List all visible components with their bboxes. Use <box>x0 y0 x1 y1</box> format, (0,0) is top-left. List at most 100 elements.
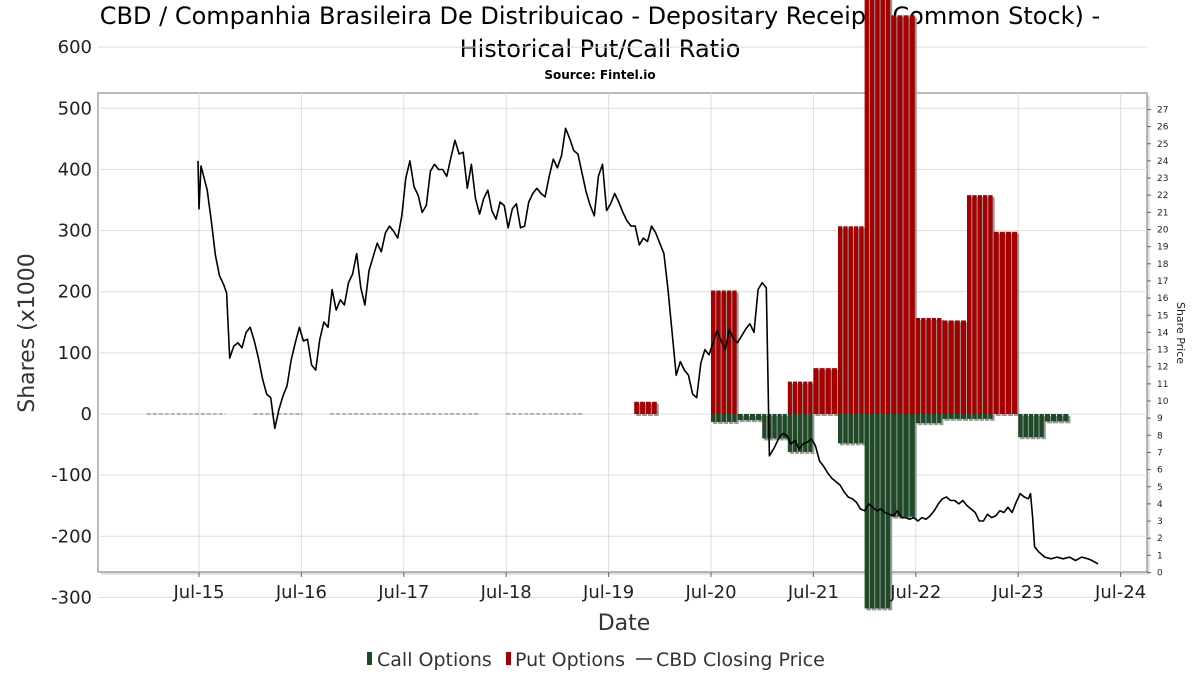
call-bar <box>782 414 787 439</box>
call-bar <box>977 414 982 419</box>
call-bar <box>903 414 909 517</box>
call-bar <box>897 414 903 517</box>
x-tick-label: Jul-23 <box>992 582 1044 603</box>
call-bar <box>743 414 749 421</box>
call-bar <box>960 414 966 419</box>
y2-tick-label: 3 <box>1157 517 1163 527</box>
put-bar <box>634 401 640 414</box>
put-bar <box>960 320 966 414</box>
call-bar <box>909 414 915 517</box>
x-tick-label: Jul-19 <box>582 582 634 603</box>
y-tick-label: -200 <box>51 526 92 547</box>
put-bar <box>942 320 948 414</box>
put-bar <box>967 195 972 414</box>
call-bar <box>737 414 743 421</box>
y2-tick-label: 0 <box>1157 569 1163 579</box>
call-bar <box>1057 414 1063 422</box>
call-bar <box>1039 414 1044 438</box>
y-tick-label: -300 <box>51 587 92 608</box>
put-bar <box>880 0 885 414</box>
put-bar <box>921 318 926 414</box>
put-bar <box>937 318 942 414</box>
legend-call-label: Call Options <box>377 649 492 671</box>
put-bar <box>837 226 843 414</box>
put-bar <box>798 381 803 414</box>
put-bar <box>931 318 937 414</box>
y2-tick-label: 10 <box>1157 397 1169 407</box>
y2-tick-label: 4 <box>1157 500 1163 510</box>
y2-tick-label: 12 <box>1157 363 1168 373</box>
call-bar <box>982 414 988 419</box>
y2-tick-label: 16 <box>1157 294 1169 304</box>
call-bar <box>711 414 716 422</box>
put-bar <box>803 381 808 414</box>
call-bar <box>915 414 921 424</box>
y2-tick-label: 13 <box>1157 346 1168 356</box>
call-bar <box>798 414 803 452</box>
call-bar <box>1063 414 1069 422</box>
call-bar <box>772 414 777 439</box>
y-axis-label: Shares (x1000 <box>15 253 40 413</box>
y2-tick-label: 19 <box>1157 243 1169 253</box>
call-bar <box>726 414 732 422</box>
y2-tick-label: 26 <box>1157 123 1169 133</box>
y-tick-label: 300 <box>58 221 92 242</box>
call-bar <box>885 414 891 609</box>
call-bar <box>931 414 937 424</box>
put-bar <box>640 401 645 414</box>
call-bar <box>803 414 808 452</box>
put-bar <box>926 318 931 414</box>
call-bar <box>732 414 737 422</box>
call-bar <box>1044 414 1050 422</box>
put-bar <box>999 231 1005 414</box>
put-bar <box>645 401 651 414</box>
call-bar <box>967 414 972 419</box>
call-bar <box>926 414 931 424</box>
y-tick-label: -100 <box>51 465 92 486</box>
chart-subtitle: Source: Fintel.io <box>544 68 655 82</box>
price-line-layer <box>197 127 1099 565</box>
put-bar <box>903 15 909 414</box>
y2-tick-label: 27 <box>1157 105 1168 115</box>
put-bar <box>909 15 915 414</box>
call-bar <box>749 414 756 421</box>
y2-tick-label: 25 <box>1157 140 1168 150</box>
put-bar <box>977 195 982 414</box>
y2-tick-label: 17 <box>1157 277 1168 287</box>
y-tick-label: 200 <box>58 282 92 303</box>
put-bar <box>825 368 831 414</box>
put-bar <box>982 195 988 414</box>
put-bar <box>651 401 657 414</box>
y2-tick-label: 24 <box>1157 157 1169 167</box>
y2-tick-label: 20 <box>1157 226 1169 236</box>
y2-tick-label: 14 <box>1157 328 1169 338</box>
call-bar <box>1028 414 1034 438</box>
x-tick-label: Jul-18 <box>480 582 532 603</box>
y2-tick-label: 1 <box>1157 551 1163 561</box>
call-bar <box>792 414 798 452</box>
call-bar <box>837 414 843 444</box>
x-tick-label: Jul-22 <box>889 582 941 603</box>
put-bar <box>711 290 716 414</box>
put-bar <box>1012 231 1018 414</box>
legend: Call Options Put Options CBD Closing Pri… <box>367 649 825 671</box>
chart-title-line1: CBD / Companhia Brasileira De Distribuic… <box>100 2 1100 30</box>
put-bar <box>853 226 859 414</box>
put-bar <box>813 368 819 414</box>
put-bar <box>808 381 813 414</box>
call-bar <box>937 414 942 424</box>
put-bar <box>915 318 921 414</box>
legend-price-label: CBD Closing Price <box>656 649 825 671</box>
legend-put-swatch <box>506 652 511 665</box>
call-bar <box>942 414 948 419</box>
put-bar <box>732 290 737 414</box>
put-bar <box>885 0 891 414</box>
call-bar <box>1018 414 1023 438</box>
call-bar <box>948 414 954 419</box>
y2-tick-label: 21 <box>1157 208 1168 218</box>
y2-tick-label: 15 <box>1157 311 1168 321</box>
option-bars <box>634 0 1071 611</box>
put-bar <box>721 290 726 414</box>
price-line <box>197 127 1099 565</box>
y2-tick-label: 5 <box>1157 483 1163 493</box>
